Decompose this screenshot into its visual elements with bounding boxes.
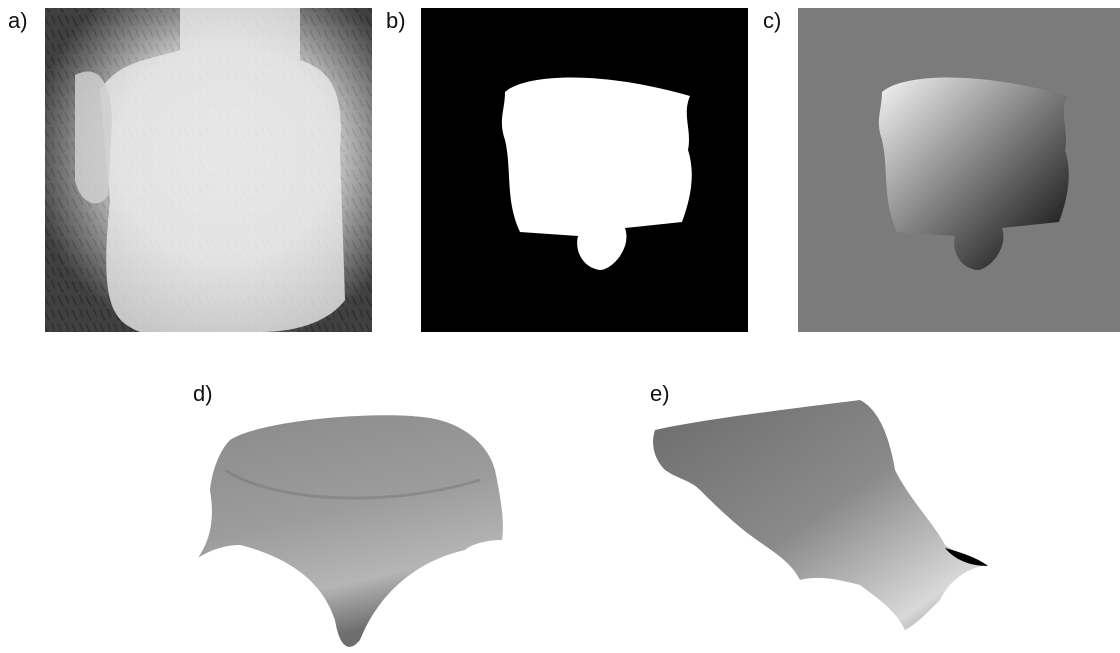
- panel-label: a): [8, 8, 28, 33]
- page: {"panels": [{"label": "a)"}, {"label": "…: [0, 0, 1120, 653]
- image-arm: [75, 71, 112, 203]
- panel-label: b): [386, 8, 406, 33]
- surface-e: [653, 400, 985, 630]
- figure: a) b) c) d) e) (() => { const data = JSO…: [0, 0, 1120, 653]
- panel-label: e): [650, 381, 670, 406]
- panel-label: c): [763, 8, 781, 33]
- panel-label: d): [193, 381, 213, 406]
- surface-d: [198, 415, 503, 647]
